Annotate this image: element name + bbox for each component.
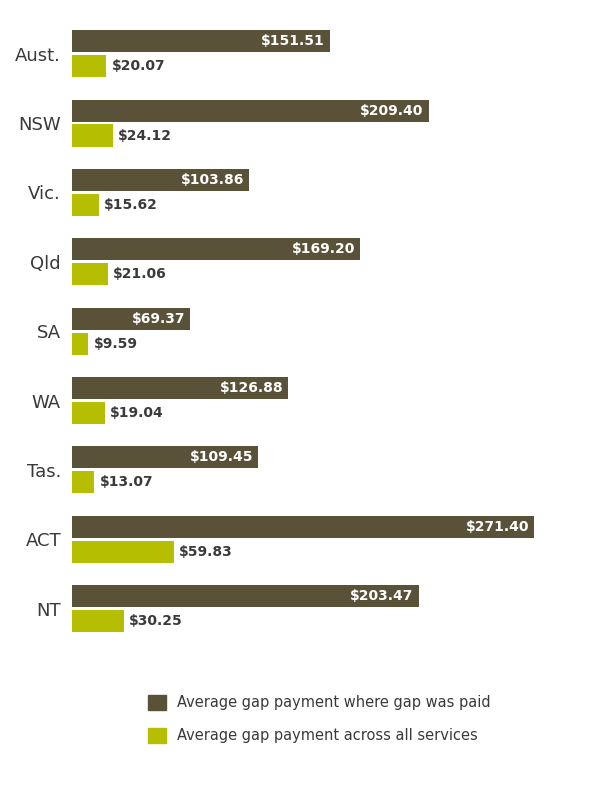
Text: $24.12: $24.12	[118, 128, 172, 143]
Bar	[72, 124, 113, 147]
Bar	[72, 263, 108, 286]
Text: $69.37: $69.37	[132, 312, 185, 326]
Text: $209.40: $209.40	[360, 104, 424, 117]
Text: $19.04: $19.04	[109, 406, 163, 420]
Bar	[72, 307, 191, 330]
Bar	[72, 100, 429, 122]
Legend: Average gap payment where gap was paid, Average gap payment across all services: Average gap payment where gap was paid, …	[141, 688, 498, 750]
Text: $15.62: $15.62	[104, 198, 157, 212]
Bar	[72, 30, 330, 53]
Bar	[72, 516, 534, 538]
Text: $59.83: $59.83	[179, 545, 233, 559]
Bar	[72, 55, 106, 77]
Bar	[72, 333, 88, 355]
Bar	[72, 194, 99, 216]
Bar	[72, 402, 105, 424]
Text: $13.07: $13.07	[100, 476, 153, 489]
Text: $30.25: $30.25	[129, 614, 183, 628]
Bar	[72, 610, 124, 632]
Text: $203.47: $203.47	[350, 589, 413, 603]
Text: $109.45: $109.45	[190, 450, 254, 464]
Bar	[72, 446, 258, 468]
Bar	[72, 585, 418, 607]
Text: $151.51: $151.51	[261, 34, 325, 48]
Bar	[72, 540, 174, 563]
Text: $9.59: $9.59	[94, 337, 138, 350]
Text: $271.40: $271.40	[466, 519, 529, 534]
Text: $21.06: $21.06	[113, 267, 167, 282]
Text: $126.88: $126.88	[219, 381, 283, 395]
Text: $20.07: $20.07	[111, 59, 165, 73]
Bar	[72, 472, 94, 493]
Bar	[72, 377, 288, 399]
Text: $103.86: $103.86	[180, 173, 244, 187]
Bar	[72, 239, 360, 260]
Text: $169.20: $169.20	[291, 243, 355, 256]
Bar	[72, 169, 249, 191]
